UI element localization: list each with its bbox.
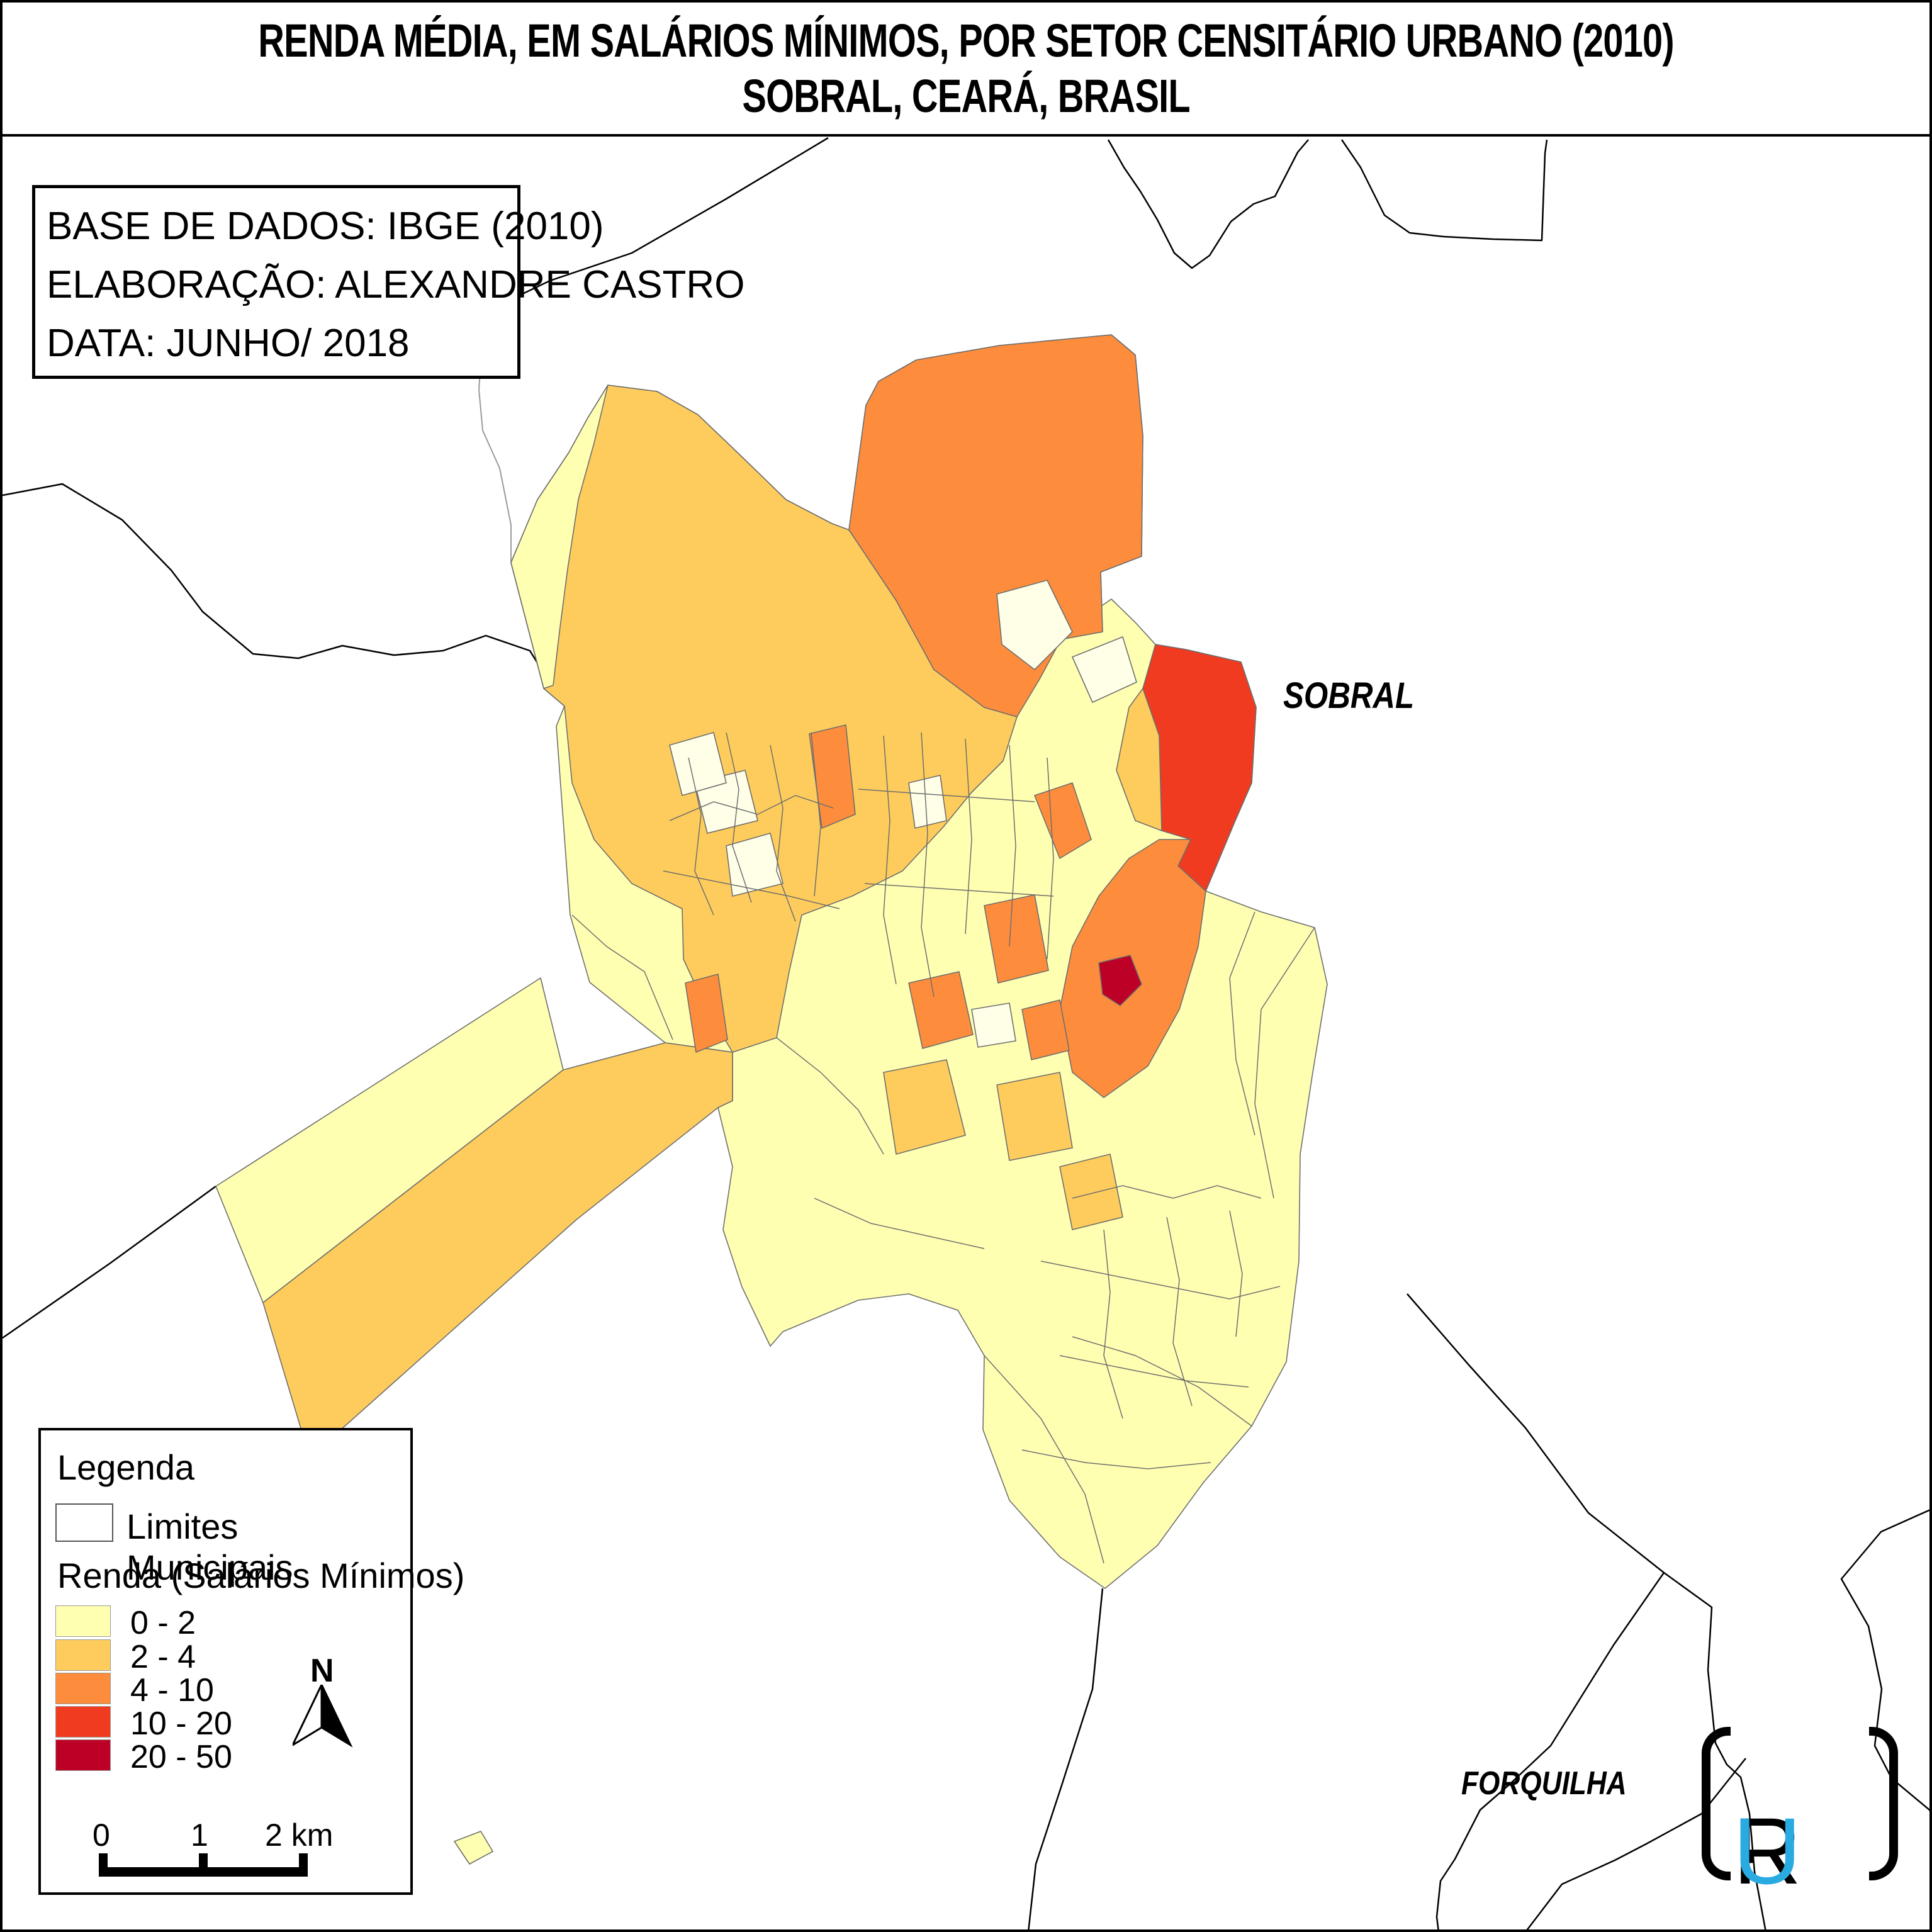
scale-label-2km: 2 km — [265, 1817, 334, 1853]
choropleth-map — [3, 137, 1929, 1929]
label-forquilha: FORQUILHA — [1461, 1765, 1627, 1802]
legend-swatch-10-20 — [55, 1706, 111, 1738]
sectors-4-10-patches — [685, 724, 1092, 1060]
boundary-southwest-edge — [3, 1185, 216, 1339]
sector-island-0-2 — [454, 1831, 493, 1865]
scale-label-0: 0 — [93, 1817, 110, 1853]
sector-mesh-lines — [571, 732, 1315, 1564]
legend-title: Legenda — [57, 1447, 195, 1487]
limits-swatch — [55, 1503, 113, 1542]
title-band: RENDA MÉDIA, EM SALÁRIOS MÍNIMOS, POR SE… — [3, 3, 1929, 137]
scale-tick-middle — [199, 1853, 208, 1877]
legend-swatch-0-2 — [55, 1605, 111, 1637]
sector-nw-strip-0-2 — [510, 385, 609, 689]
info-box: BASE DE DADOS: IBGE (2010) ELABORAÇÃO: A… — [32, 185, 745, 379]
boundary-forquilha-west — [1435, 1572, 1665, 1929]
info-line-source: BASE DE DADOS: IBGE (2010) — [47, 205, 604, 248]
ru-logo: R · U — [1700, 1724, 1899, 1898]
income-legend-title: Renda (Salários Mínimos) — [57, 1556, 465, 1595]
logo-dot: · — [1733, 1798, 1765, 1904]
boundary-east-lower — [1840, 1509, 1929, 1812]
logo-u: U — [1733, 1798, 1802, 1904]
boundary-northeast-1 — [1107, 139, 1309, 269]
boundary-meruoca-south — [3, 483, 566, 707]
bracket-left-icon — [1702, 1727, 1731, 1880]
sectors-2-4-patches — [883, 1059, 1123, 1230]
legend-box: Legenda Limites Municipais Renda (Salári… — [38, 1428, 464, 1895]
legend-label-4-10: 4 - 10 — [130, 1672, 214, 1709]
legend-label-20-50: 20 - 50 — [130, 1739, 232, 1775]
legend-label-0-2: 0 - 2 — [130, 1605, 196, 1641]
sector-sw-band-2-4 — [262, 1042, 733, 1458]
legend-swatch-4-10 — [55, 1673, 111, 1704]
legend-swatch-2-4 — [55, 1639, 111, 1671]
scale-tick-right — [299, 1853, 308, 1877]
sector-top-4-10 — [848, 334, 1143, 717]
boundary-northwest-diagonal — [502, 137, 829, 305]
logo-r: R — [1733, 1798, 1802, 1904]
label-sobral: SOBRAL — [1283, 675, 1415, 716]
limits-label: Limites Municipais — [126, 1507, 293, 1587]
info-line-date: DATA: JUNHO/ 2018 — [47, 322, 410, 365]
title-line-1: RENDA MÉDIA, EM SALÁRIOS MÍNIMOS, POR SE… — [258, 14, 1674, 67]
north-label: N — [310, 1653, 334, 1689]
boundary-northeast-2 — [1340, 139, 1548, 242]
sectors-white-mosaic — [669, 580, 1137, 1048]
title-line-2: SOBRAL, CEARÁ, BRASIL — [742, 69, 1190, 122]
north-arrow-icon — [293, 1685, 353, 1748]
sector-2-4-west-of-red — [1116, 688, 1162, 831]
info-line-author: ELABORAÇÃO: ALEXANDRE CASTRO — [47, 263, 745, 306]
sector-central-2-4 — [510, 385, 1018, 1053]
bracket-right-icon — [1869, 1727, 1898, 1880]
legend-label-2-4: 2 - 4 — [130, 1639, 196, 1675]
scale-label-1: 1 — [191, 1817, 208, 1853]
boundary-forquilha-main — [1407, 1293, 1766, 1929]
boundary-south-center — [1028, 1588, 1104, 1929]
sector-20-50 — [1098, 955, 1142, 1006]
legend-label-10-20: 10 - 20 — [130, 1705, 232, 1742]
municipal-boundaries — [3, 137, 1929, 1929]
scale-tick-left — [99, 1853, 108, 1877]
legend-swatch-20-50 — [55, 1739, 111, 1771]
urban-sectors — [215, 334, 1328, 1865]
